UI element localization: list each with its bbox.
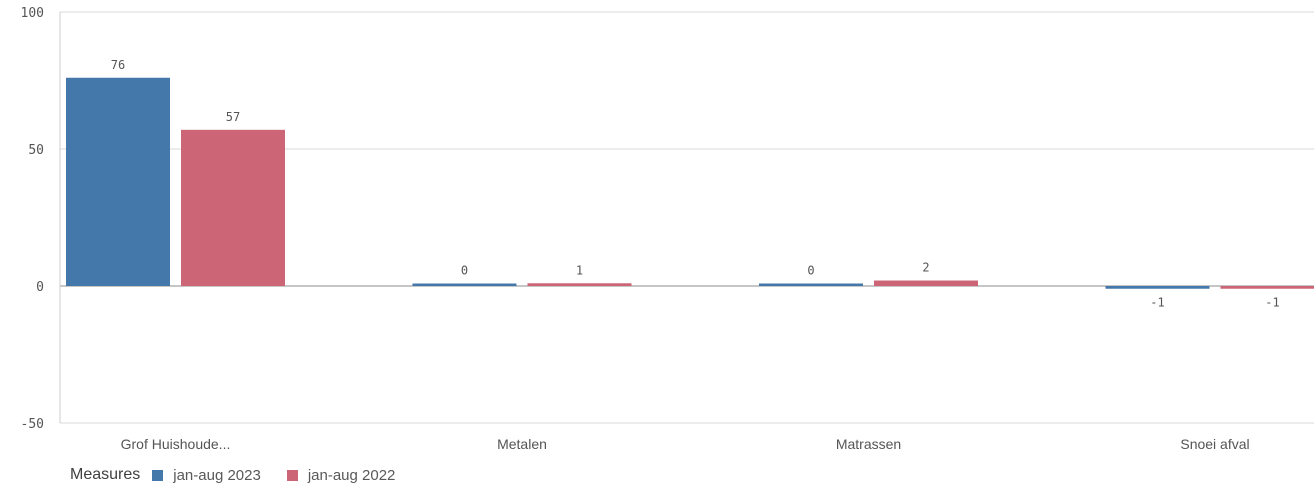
legend-label-series-2: jan-aug 2022: [308, 467, 396, 484]
legend-label-series-1: jan-aug 2023: [173, 467, 261, 484]
bar-s1-c1: [66, 78, 170, 286]
data-label-s1-c2: 0: [461, 264, 468, 278]
bar-s1-c2: [413, 284, 517, 287]
bar-s1-c4: [1106, 286, 1210, 289]
legend-swatch-series-2: [287, 470, 298, 481]
data-label-s1-c3: 0: [807, 264, 814, 278]
x-category-label-4: Snoei afval: [1180, 436, 1249, 452]
data-label-s2-c1: 57: [226, 110, 240, 124]
data-label-s2-c2: 1: [576, 263, 583, 277]
y-tick-label-0: 100: [21, 6, 44, 21]
bar-s1-c3: [759, 284, 863, 287]
legend-swatch-series-1: [152, 470, 163, 481]
chart-legend: Measures jan-aug 2023 jan-aug 2022: [70, 466, 421, 484]
bar-s2-c3: [874, 281, 978, 286]
bar-s2-c1: [181, 130, 285, 286]
legend-title: Measures: [70, 466, 140, 484]
bar-s2-c2: [528, 283, 632, 286]
bar-s2-c4: [1221, 286, 1314, 289]
data-label-s1-c1: 76: [111, 58, 125, 72]
y-tick-label-1: 50: [28, 143, 44, 158]
x-category-label-2: Metalen: [497, 436, 547, 452]
data-label-s2-c3: 2: [922, 261, 929, 275]
legend-item-series-1[interactable]: jan-aug 2023: [152, 467, 261, 484]
y-tick-label-2: 0: [36, 280, 44, 295]
data-label-s1-c4: -1: [1150, 296, 1164, 310]
data-label-s2-c4: -1: [1265, 296, 1279, 310]
x-category-label-1: Grof Huishoude...: [121, 436, 231, 452]
x-category-label-3: Matrassen: [836, 436, 901, 452]
legend-item-series-2[interactable]: jan-aug 2022: [287, 467, 396, 484]
y-tick-label-3: -50: [21, 417, 44, 432]
